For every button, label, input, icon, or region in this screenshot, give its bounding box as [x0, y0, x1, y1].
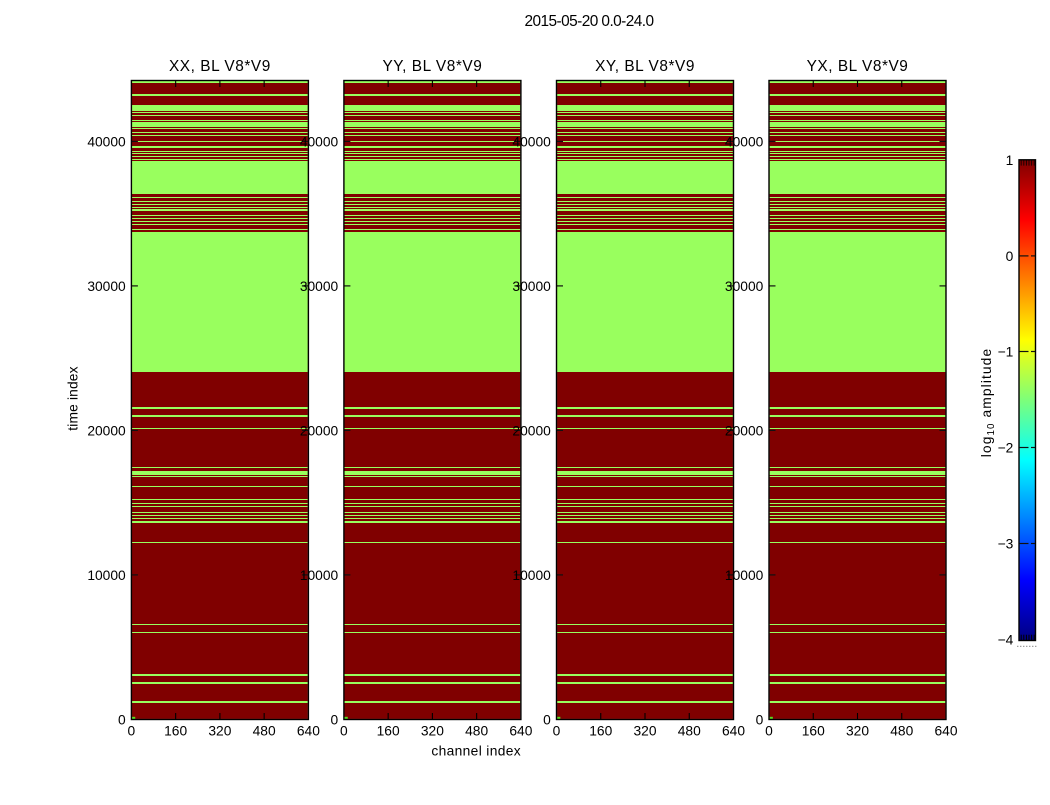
- svg-text:40000: 40000: [87, 134, 126, 149]
- svg-text:0: 0: [128, 724, 136, 739]
- svg-text:30000: 30000: [512, 279, 551, 294]
- svg-text:1: 1: [1006, 153, 1014, 168]
- svg-text:160: 160: [589, 724, 612, 739]
- svg-text:30000: 30000: [725, 279, 764, 294]
- svg-text:0: 0: [331, 712, 339, 727]
- svg-text:20000: 20000: [512, 423, 551, 438]
- svg-text:YY, BL V8*V9: YY, BL V8*V9: [382, 58, 482, 75]
- svg-text:0: 0: [118, 712, 126, 727]
- svg-text:320: 320: [633, 724, 656, 739]
- svg-text:−4: −4: [998, 633, 1014, 648]
- svg-text:640: 640: [934, 724, 957, 739]
- svg-text:480: 480: [465, 724, 488, 739]
- svg-text:YX, BL V8*V9: YX, BL V8*V9: [807, 58, 909, 75]
- svg-text:−3: −3: [998, 536, 1014, 551]
- svg-text:0: 0: [756, 712, 764, 727]
- svg-text:XX, BL V8*V9: XX, BL V8*V9: [169, 58, 271, 75]
- svg-text:20000: 20000: [725, 423, 764, 438]
- svg-text:XY, BL V8*V9: XY, BL V8*V9: [595, 58, 695, 75]
- svg-text:160: 160: [164, 724, 187, 739]
- svg-text:10000: 10000: [300, 568, 339, 583]
- svg-text:channel index: channel index: [431, 743, 521, 758]
- svg-text:480: 480: [253, 724, 276, 739]
- svg-text:time index: time index: [65, 366, 80, 430]
- svg-text:0: 0: [340, 724, 348, 739]
- svg-text:480: 480: [678, 724, 701, 739]
- svg-text:20000: 20000: [300, 423, 339, 438]
- svg-text:160: 160: [377, 724, 400, 739]
- svg-text:640: 640: [297, 724, 320, 739]
- svg-text:320: 320: [208, 724, 231, 739]
- svg-text:640: 640: [509, 724, 532, 739]
- svg-text:20000: 20000: [87, 423, 126, 438]
- svg-text:10000: 10000: [87, 568, 126, 583]
- svg-text:log10 amplitude: log10 amplitude: [979, 348, 997, 457]
- svg-text:0: 0: [765, 724, 773, 739]
- svg-text:−2: −2: [998, 440, 1014, 455]
- svg-text:40000: 40000: [725, 134, 764, 149]
- svg-text:30000: 30000: [87, 279, 126, 294]
- svg-text:640: 640: [722, 724, 745, 739]
- svg-text:10000: 10000: [725, 568, 764, 583]
- svg-text:160: 160: [802, 724, 825, 739]
- svg-text:480: 480: [890, 724, 913, 739]
- svg-text:2015-05-20 0.0-24.0: 2015-05-20 0.0-24.0: [524, 13, 653, 30]
- svg-text:0: 0: [1006, 249, 1014, 264]
- svg-text:10000: 10000: [512, 568, 551, 583]
- svg-text:320: 320: [421, 724, 444, 739]
- svg-text:0: 0: [543, 712, 551, 727]
- svg-text:−1: −1: [998, 344, 1014, 359]
- svg-text:40000: 40000: [512, 134, 551, 149]
- svg-text:320: 320: [846, 724, 869, 739]
- svg-text:30000: 30000: [300, 279, 339, 294]
- svg-text:40000: 40000: [300, 134, 339, 149]
- svg-text:0: 0: [553, 724, 561, 739]
